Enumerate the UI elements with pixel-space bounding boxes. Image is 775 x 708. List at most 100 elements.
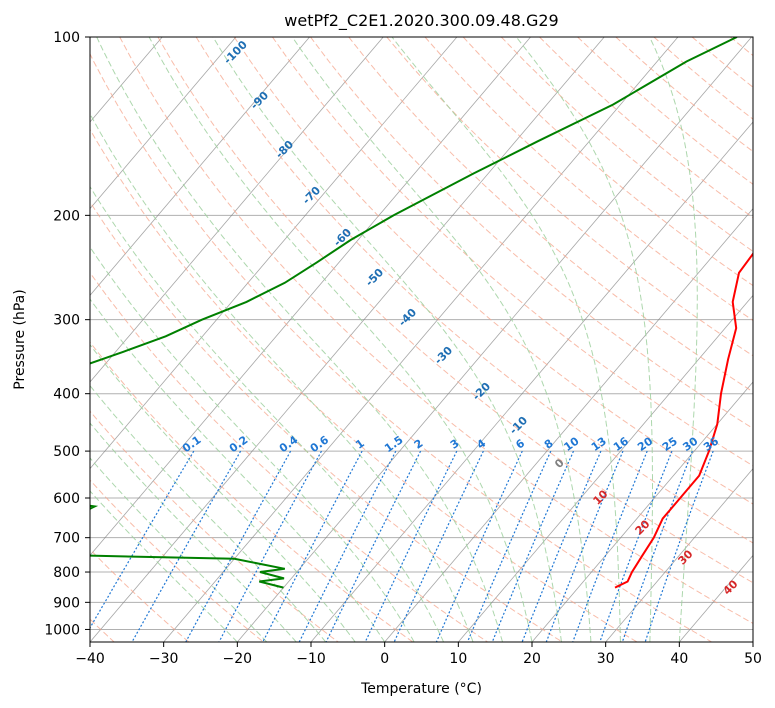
y-tick-label: 800 <box>53 565 80 581</box>
y-axis-title: Pressure (hPa) <box>12 289 28 389</box>
dry-adiabat-label: -90 <box>248 89 271 112</box>
mixing-ratio-line <box>131 450 242 642</box>
y-tick-label: 200 <box>53 208 80 224</box>
x-axis-title: Temperature (°C) <box>360 681 482 697</box>
isotherm-line <box>310 121 753 642</box>
dry-adiabat-label: -70 <box>300 184 323 207</box>
dry-adiabat-label: -100 <box>221 38 250 67</box>
isotherm-line <box>605 468 753 642</box>
moist-adiabat-line <box>515 37 653 642</box>
dry-adiabat-line <box>653 37 753 120</box>
isotherm-line <box>163 37 679 642</box>
dry-adiabat-line <box>90 52 712 642</box>
mixing-ratio-label: 3 <box>448 437 462 452</box>
dry-adiabat-line <box>90 548 190 642</box>
mixing-ratio-line <box>185 450 292 642</box>
mixing-ratio-line <box>298 450 397 642</box>
dry-adiabat-line <box>90 479 264 642</box>
mixing-ratio-label: 4 <box>475 437 489 452</box>
isotherm-line <box>384 208 753 642</box>
isotherm-line <box>90 37 458 470</box>
dry-adiabat-label: -80 <box>273 138 296 161</box>
isotherm-line <box>90 37 310 296</box>
mixing-ratio-label: 0.1 <box>180 433 203 455</box>
x-tick-label: −30 <box>149 651 179 667</box>
mixing-ratio-line <box>466 450 552 642</box>
isotherm-label: 10 <box>591 487 611 507</box>
mixing-ratio-label: 0.4 <box>277 433 301 455</box>
y-tick-label: 700 <box>53 531 80 547</box>
moist-adiabat-line <box>90 298 386 642</box>
plot-frame <box>89 36 754 643</box>
chart-title: wetPf2_C2E1.2020.300.09.48.G29 <box>284 11 558 31</box>
moist-adiabat-line <box>212 37 562 642</box>
dry-adiabat-line <box>233 37 753 505</box>
mixing-ratio-line <box>644 450 714 642</box>
mixing-ratio-line <box>521 450 602 642</box>
mixing-ratio-label: 6 <box>513 437 527 452</box>
y-tick-label: 400 <box>53 387 80 403</box>
temperature-profile <box>614 252 753 589</box>
isotherm-line <box>90 37 384 383</box>
isotherm-label: 40 <box>721 577 741 597</box>
dry-adiabat-line <box>577 37 753 185</box>
x-tick-label: 10 <box>449 651 467 667</box>
moist-adiabat-line <box>90 422 297 642</box>
moist-adiabat-line <box>391 37 621 642</box>
moist-adiabat-line <box>291 37 592 642</box>
mixing-ratio-line <box>262 450 363 642</box>
isotherm-line <box>90 37 237 210</box>
dry-adiabat-line <box>271 37 753 467</box>
dry-adiabat-label: -50 <box>363 266 386 289</box>
moist-adiabat-line <box>649 37 698 642</box>
mixing-ratio-line <box>393 450 484 642</box>
dry-adiabat-line <box>615 37 753 153</box>
mixing-ratio-line <box>90 450 195 630</box>
moist-adiabat-line <box>90 112 474 642</box>
x-tick-label: −40 <box>75 651 105 667</box>
x-tick-label: −10 <box>296 651 326 667</box>
moist-adiabat-line <box>90 490 238 642</box>
dry-adiabat-line <box>90 128 638 642</box>
moist-adiabat-line <box>90 384 327 642</box>
y-tick-label: 100 <box>53 30 80 46</box>
mixing-ratio-line <box>599 450 673 642</box>
isotherm-line <box>90 37 605 642</box>
mixing-ratio-label: 2 <box>412 437 426 452</box>
moist-adiabat-line <box>90 457 268 642</box>
x-tick-label: 0 <box>380 651 389 667</box>
isotherm-line <box>458 294 753 642</box>
x-tick-label: 30 <box>597 651 615 667</box>
x-tick-label: 40 <box>670 651 688 667</box>
x-tick-label: 50 <box>744 651 762 667</box>
mixing-ratio-line <box>572 450 648 642</box>
moist-adiabat-line <box>90 185 445 642</box>
mixing-ratio-line <box>621 450 693 642</box>
isotherm-label: 30 <box>676 547 696 567</box>
dry-adiabat-label: -30 <box>432 344 455 367</box>
moist-adiabat-line <box>90 246 415 642</box>
y-tick-label: 1000 <box>44 622 80 638</box>
isotherm-line <box>752 641 753 642</box>
moist-adiabat-line <box>90 343 356 642</box>
x-tick-label: −20 <box>223 651 253 667</box>
dry-adiabat-line <box>90 201 563 642</box>
dry-adiabat-label: -40 <box>396 306 419 329</box>
isotherm-line <box>90 37 531 556</box>
x-tick-label: 20 <box>523 651 541 667</box>
dewpoint-profile <box>90 37 738 589</box>
moist-adiabat-line <box>148 37 533 642</box>
dry-adiabat-line <box>462 37 753 287</box>
y-tick-label: 900 <box>53 595 80 611</box>
dry-adiabat-label: -60 <box>331 226 354 249</box>
y-tick-label: 300 <box>53 313 80 329</box>
dry-adiabat-line <box>195 37 753 544</box>
mixing-ratio-line <box>545 450 624 642</box>
dry-adiabat-label: -10 <box>507 414 530 437</box>
isotherm-line <box>531 381 753 642</box>
dry-adiabat-line <box>90 271 488 642</box>
dry-adiabat-line <box>157 37 753 584</box>
mixing-ratio-label: 0.6 <box>308 433 332 455</box>
